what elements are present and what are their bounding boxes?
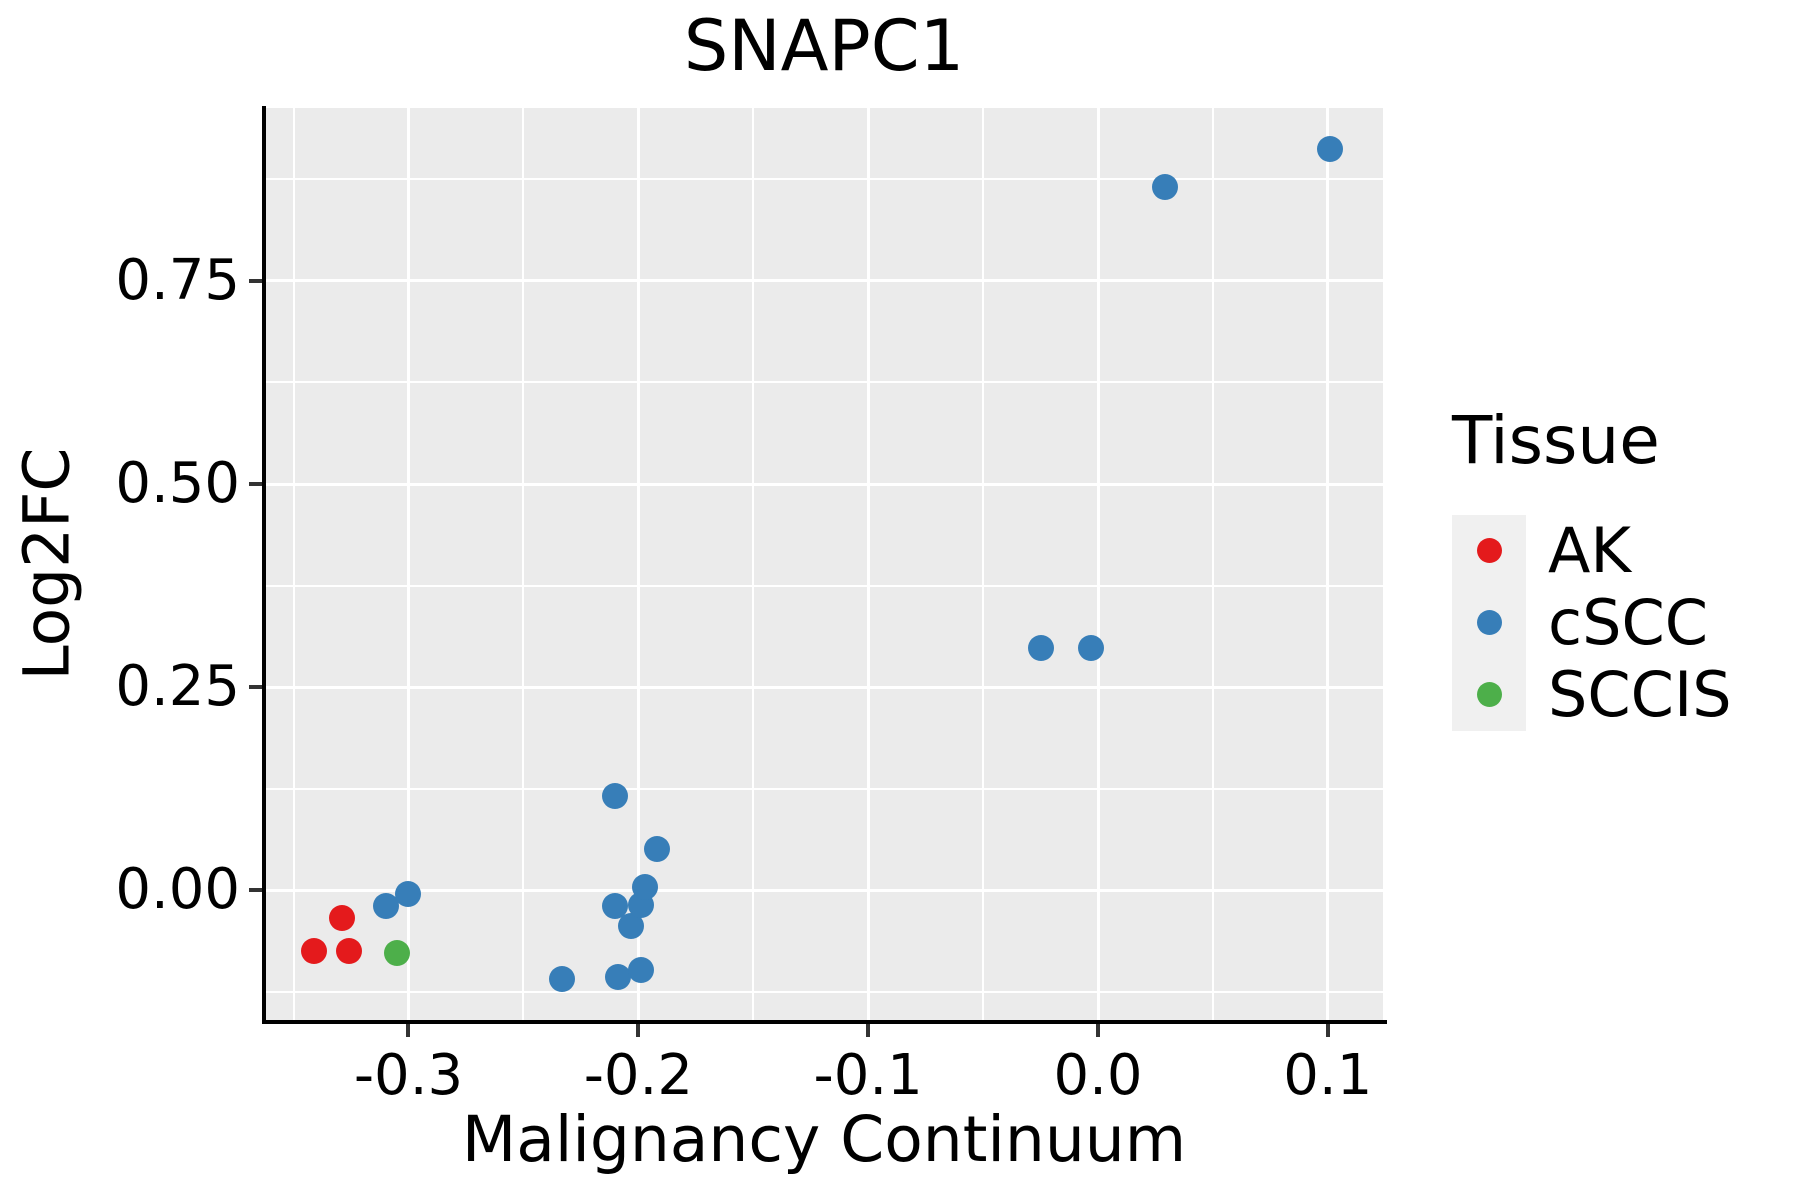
gridline-y-minor xyxy=(266,584,1383,587)
y-tick-label: 0.25 xyxy=(115,654,240,720)
y-tick-mark xyxy=(249,888,262,893)
legend-entry-SCCIS: SCCIS xyxy=(1452,657,1792,731)
cscc-legend-dot-icon xyxy=(1476,610,1502,636)
data-point-AK xyxy=(335,937,362,964)
gridline-y-major xyxy=(266,685,1383,689)
x-tick-label: -0.3 xyxy=(353,1043,464,1108)
y-tick-mark xyxy=(249,278,262,283)
y-axis-line xyxy=(262,106,266,1024)
gridline-y-minor xyxy=(266,178,1383,181)
gridline-x-minor xyxy=(1211,108,1214,1020)
gridline-x-minor xyxy=(982,108,985,1020)
legend: Tissue AK cSCC SCCIS xyxy=(1452,403,1792,731)
x-tick-label: -0.2 xyxy=(583,1043,693,1108)
data-point-cSCC xyxy=(643,836,670,863)
legend-label: SCCIS xyxy=(1548,657,1732,731)
gridline-x-major xyxy=(866,108,870,1020)
x-tick-label: -0.1 xyxy=(813,1043,923,1108)
legend-entry-cSCC: cSCC xyxy=(1452,585,1792,659)
data-point-cSCC xyxy=(1151,173,1178,200)
legend-key-box xyxy=(1452,514,1526,587)
gridline-y-minor xyxy=(266,787,1383,790)
y-tick-label: 0.50 xyxy=(115,451,240,516)
x-axis-title: Malignancy Continuum xyxy=(461,1103,1187,1176)
data-point-cSCC xyxy=(549,966,576,993)
gridline-y-major xyxy=(266,482,1383,486)
data-point-AK xyxy=(328,904,355,931)
legend-label: cSCC xyxy=(1548,585,1709,659)
data-point-cSCC xyxy=(1078,635,1105,662)
plot-panel xyxy=(266,108,1383,1020)
sccis-legend-dot-icon xyxy=(1476,682,1502,708)
x-tick-label: 0.0 xyxy=(1053,1043,1143,1108)
y-tick-label: 0.75 xyxy=(115,247,240,313)
data-point-cSCC xyxy=(602,782,629,809)
data-point-cSCC xyxy=(1317,135,1344,162)
gridline-x-minor xyxy=(522,108,525,1020)
legend-entry-AK: AK xyxy=(1452,513,1792,587)
gridline-y-minor xyxy=(266,381,1383,384)
gridline-x-minor xyxy=(752,108,755,1020)
x-tick-label: 0.1 xyxy=(1283,1043,1373,1108)
legend-label: AK xyxy=(1548,513,1632,587)
x-axis-line xyxy=(262,1020,1387,1024)
y-tick-label: 0.00 xyxy=(115,857,240,923)
data-point-cSCC xyxy=(395,881,422,908)
data-point-cSCC xyxy=(632,873,659,900)
y-tick-mark xyxy=(249,482,262,486)
ak-legend-dot-icon xyxy=(1476,538,1502,564)
x-tick-mark xyxy=(636,1024,641,1037)
gridline-x-major xyxy=(636,108,640,1020)
data-point-cSCC xyxy=(1027,635,1054,662)
gridline-x-minor xyxy=(292,108,295,1020)
x-tick-mark xyxy=(866,1024,871,1037)
gridline-y-major xyxy=(266,279,1383,283)
data-point-cSCC xyxy=(627,957,654,984)
gridline-y-major xyxy=(266,888,1383,892)
data-point-cSCC xyxy=(372,893,399,920)
data-point-SCCIS xyxy=(384,940,410,967)
y-tick-mark xyxy=(249,685,262,690)
legend-key-box xyxy=(1452,586,1526,659)
data-point-AK xyxy=(301,937,328,964)
x-tick-mark xyxy=(406,1024,411,1037)
x-tick-mark xyxy=(1096,1024,1100,1037)
y-axis-title: Log2FC xyxy=(10,447,84,681)
gridline-x-major xyxy=(1326,108,1330,1020)
legend-key-box xyxy=(1452,658,1526,731)
plot-title: SNAPC1 xyxy=(683,5,965,87)
gridline-x-major xyxy=(1096,108,1100,1020)
gridline-x-major xyxy=(406,108,410,1020)
legend-title: Tissue xyxy=(1452,402,1660,479)
x-tick-mark xyxy=(1325,1024,1330,1037)
gridline-y-minor xyxy=(266,990,1383,993)
data-point-cSCC xyxy=(604,963,631,990)
legend-entries: AK cSCC SCCIS xyxy=(1452,513,1792,731)
